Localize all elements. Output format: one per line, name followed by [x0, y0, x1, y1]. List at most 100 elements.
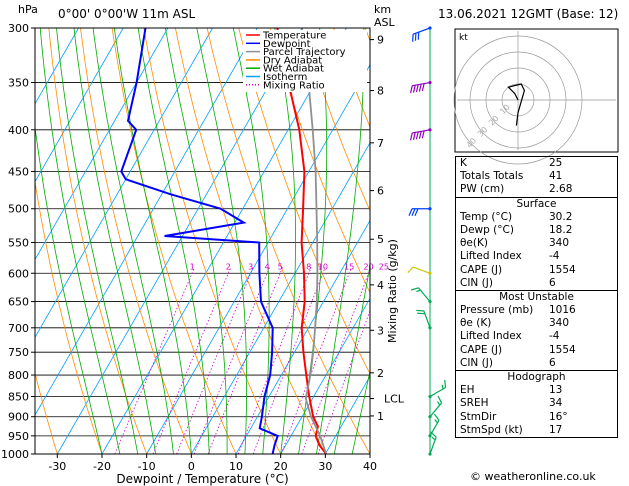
- isotherm: [56, 28, 303, 454]
- wet-adiabat: [274, 28, 296, 454]
- mixing-ratio-line: [176, 267, 254, 454]
- dry-adiabat: [206, 28, 370, 454]
- stats-row: PW (cm) 2.68: [456, 183, 617, 196]
- stats-row: Lifted Index -4: [456, 250, 617, 263]
- dry-adiabat: [48, 28, 148, 454]
- pressure-tick-label: 650: [8, 296, 29, 309]
- km-label: km: [374, 3, 392, 16]
- stats-value: 6: [549, 276, 556, 289]
- stats-row: CIN (J) 6: [456, 277, 617, 290]
- stats-row: θe (K) 340: [456, 317, 617, 330]
- dry-adiabat: [301, 28, 370, 212]
- stats-row: SREH 34: [456, 397, 617, 410]
- wet-adiabat: [35, 123, 103, 454]
- pressure-tick-label: 550: [8, 236, 29, 249]
- barb-dot: [428, 434, 432, 438]
- legend-label: Dewpoint: [263, 39, 311, 50]
- stats-label: SREH: [460, 397, 489, 410]
- plot-frame: [34, 27, 371, 455]
- barb-dot: [428, 299, 432, 304]
- stats-label: CAPE (J): [460, 263, 503, 276]
- stats-value: 340: [549, 237, 570, 250]
- km-tick-label: 5: [377, 233, 384, 246]
- surface-box: Surface Temp (°C) 30.2 Dewp (°C) 18.2 θe(K) 34…: [455, 197, 618, 291]
- isotherm: [235, 219, 370, 454]
- stats-label: K: [460, 157, 467, 169]
- stats-value: 25: [549, 157, 563, 169]
- barb-flag: [415, 84, 419, 93]
- isotherm: [35, 28, 213, 339]
- mixing-ratio-line: [114, 267, 196, 454]
- wind-barbs: [407, 26, 447, 456]
- barb-half-flag: [416, 289, 421, 293]
- km-tick-label: 7: [377, 137, 384, 150]
- hpa-label: hPa: [18, 3, 38, 16]
- barb-dot: [428, 452, 432, 456]
- barb-half-flag: [437, 401, 441, 406]
- stats-value: 1554: [549, 343, 576, 356]
- mixing-ratio-label: 25: [379, 262, 389, 271]
- dry-adiabat: [619, 28, 629, 454]
- legend-label: Isotherm: [263, 72, 307, 83]
- mixing-ratio-label: 8: [306, 262, 311, 271]
- legend-label: Mixing Ratio: [263, 80, 325, 91]
- hodograph-unit: kt: [459, 33, 468, 43]
- isotherm: [35, 28, 124, 183]
- wet-adiabat: [298, 28, 328, 454]
- wind-barb: [428, 413, 440, 438]
- dry-adiabat: [80, 28, 192, 454]
- pressure-tick-label: 900: [8, 411, 29, 424]
- stats-label: Pressure (mb): [460, 304, 534, 317]
- mixing-ratio-label: 20: [363, 262, 373, 271]
- barb-flag: [418, 83, 422, 92]
- mixing-ratio-label: 1: [190, 262, 195, 271]
- barb-flag: [417, 32, 420, 40]
- stats-value: 2.68: [549, 183, 573, 196]
- stats-label: Lifted Index: [460, 330, 522, 343]
- wet-adiabat: [351, 369, 370, 454]
- barb-flag: [437, 395, 443, 404]
- barb-flag: [414, 33, 417, 41]
- wet-adiabat: [113, 28, 192, 454]
- wet-adiabat: [56, 28, 139, 454]
- mixing-ratio-axis-label: Mixing Ratio (g/kg): [386, 239, 399, 343]
- dry-adiabat: [238, 28, 370, 375]
- wind-barb: [409, 80, 432, 94]
- mixing-ratio-line: [280, 267, 352, 454]
- mixing-ratio-label: 3: [248, 262, 253, 271]
- km-tick-label: 3: [377, 324, 384, 337]
- asl-label: ASL: [374, 16, 395, 29]
- mixing-ratio-label: 2: [226, 262, 231, 271]
- km-tick-label: 1: [377, 410, 384, 423]
- barb-staff: [429, 402, 443, 418]
- dry-adiabat: [270, 28, 370, 294]
- wind-barb: [428, 395, 443, 419]
- wet-adiabat: [196, 28, 248, 454]
- stats-row: Lifted Index -4: [456, 330, 617, 343]
- stats-label: CAPE (J): [460, 343, 503, 356]
- stats-value: 30.2: [549, 210, 573, 223]
- mixing-ratio-line: [152, 267, 232, 454]
- mixing-ratio-label: 5: [278, 262, 283, 271]
- stats-label: CIN (J): [460, 356, 493, 369]
- barb-flag: [411, 208, 416, 216]
- most-unstable-box: Most Unstable Pressure (mb) 1016 θe (K) 340 L…: [455, 290, 618, 371]
- pressure-tick-label: 700: [8, 322, 29, 335]
- x-tick-label: -30: [48, 460, 66, 473]
- barb-flag: [416, 309, 424, 312]
- x-tick-label: 10: [229, 460, 243, 473]
- stats-value: 41: [549, 170, 563, 183]
- barb-flag: [412, 34, 414, 42]
- stats-row: StmSpd (kt) 17: [456, 424, 617, 437]
- wet-adiabat: [137, 28, 210, 454]
- barb-dot: [428, 26, 432, 30]
- x-tick-label: -10: [138, 460, 156, 473]
- stats-value: 16°: [549, 410, 568, 423]
- stats-row: Totals Totals 41: [456, 170, 617, 183]
- wet-adiabat: [232, 28, 270, 454]
- stats-section-title: Most Unstable: [499, 290, 574, 303]
- barb-flag: [415, 131, 419, 140]
- indices-box: K 25 Totals Totals 41 PW (cm) 2.68: [455, 156, 618, 198]
